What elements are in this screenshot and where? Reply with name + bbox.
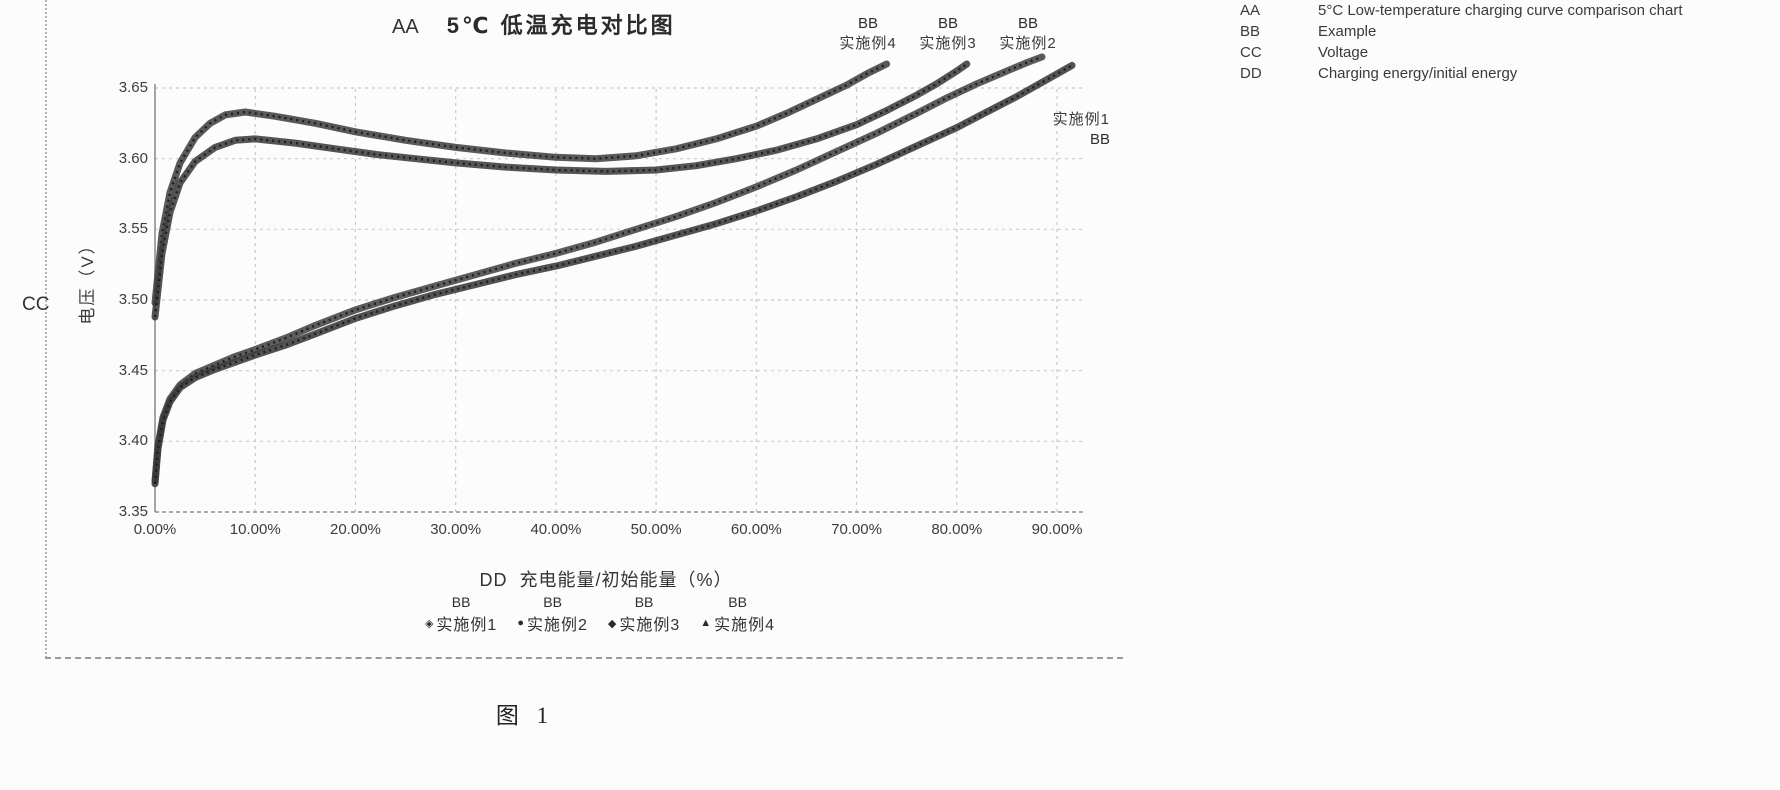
- x-tick-label: 20.00%: [330, 521, 381, 538]
- legend-item-实施例4: BB ▲ 实施例4: [700, 594, 775, 635]
- series-curve-实施例3: [151, 60, 971, 321]
- series-curve-实施例4: [151, 60, 891, 307]
- x-tick-label: 40.00%: [530, 521, 582, 538]
- legend-item-实施例1: BB ◈ 实施例1: [425, 594, 497, 635]
- curve-label-code: BB: [937, 15, 958, 32]
- y-tick-label: 3.55: [118, 220, 148, 238]
- key-row-cc: CC Voltage: [1240, 42, 1683, 63]
- legend-entry: ● 实施例2: [517, 611, 588, 635]
- key-row-bb: BB Example: [1240, 21, 1683, 42]
- legend-marker-icon: ◆: [607, 617, 617, 630]
- legend-marker-icon: ●: [517, 617, 524, 629]
- figure-frame-left-border: [45, 0, 47, 658]
- x-axis-title: DD 充电能量/初始能量（%）: [155, 566, 1057, 592]
- figure-frame-bottom-border: [45, 657, 1123, 659]
- legend-item-code: BB: [728, 594, 747, 610]
- legend-series-name: 实施例4: [714, 617, 776, 634]
- legend-item-实施例2: BB ● 实施例2: [517, 594, 588, 635]
- y-tick-label: 3.50: [118, 291, 148, 308]
- legend-series-name: 实施例3: [619, 617, 681, 634]
- x-tick-label: 90.00%: [1031, 521, 1083, 538]
- legend-item-实施例3: BB ◆ 实施例3: [608, 594, 680, 635]
- key-code-cc: CC: [1240, 44, 1262, 61]
- series-curve-texture: [153, 62, 888, 303]
- chart-title-code: AA: [392, 16, 419, 38]
- curve-label-name: 实施例3: [919, 35, 977, 53]
- curve-label-name: 实施例2: [999, 35, 1057, 53]
- legend-entry: ◈ 实施例1: [425, 611, 497, 635]
- chart-title: AA 5℃ 低温充电对比图: [392, 8, 676, 40]
- legend-item-code: BB: [543, 594, 562, 610]
- translation-key-table: AA 5°C Low-temperature charging curve co…: [1240, 0, 1683, 84]
- curve-label-实施例3: BB 实施例3: [908, 14, 988, 55]
- chart-legend: BB ◈ 实施例1 BB ● 实施例2 BB ◆ 实施例3 BB ▲ 实施例4: [360, 594, 840, 635]
- x-tick-label: 70.00%: [831, 521, 882, 538]
- x-tick-label: 80.00%: [931, 521, 983, 538]
- x-tick-label: 30.00%: [430, 521, 482, 538]
- key-text-dd: Charging energy/initial energy: [1318, 65, 1518, 82]
- legend-series-name: 实施例2: [526, 617, 588, 634]
- y-tick-label: 3.45: [118, 361, 148, 379]
- key-row-aa: AA 5°C Low-temperature charging curve co…: [1240, 0, 1683, 21]
- key-code-bb: BB: [1240, 23, 1261, 40]
- y-tick-label: 3.60: [118, 149, 148, 167]
- key-code-aa: AA: [1240, 2, 1261, 19]
- curve-label-code: BB: [1017, 15, 1038, 32]
- series-curve-texture: [153, 63, 968, 318]
- key-row-dd: DD Charging energy/initial energy: [1240, 63, 1683, 84]
- legend-entry: ▲ 实施例4: [700, 611, 775, 635]
- legend-item-code: BB: [634, 594, 654, 610]
- series-curve-texture: [153, 55, 1043, 482]
- curve-label-code: BB: [1089, 131, 1110, 149]
- y-tick-label: 3.40: [118, 432, 148, 450]
- series-curve-实施例1: [151, 61, 1076, 488]
- curve-label-name: 实施例4: [839, 35, 897, 53]
- y-tick-label: 3.65: [118, 79, 148, 96]
- legend-entry: ◆ 实施例3: [608, 611, 680, 635]
- chart-canvas: [151, 53, 1085, 513]
- curve-label-name: 实施例1: [1052, 111, 1110, 128]
- x-axis-label: 充电能量/初始能量（%）: [519, 570, 733, 590]
- x-tick-label: 50.00%: [630, 521, 682, 538]
- y-tick-label: 3.35: [118, 503, 148, 520]
- legend-marker-icon: ▲: [700, 617, 712, 629]
- key-text-aa: 5°C Low-temperature charging curve compa…: [1318, 2, 1683, 19]
- x-tick-label: 60.00%: [730, 521, 782, 538]
- key-text-bb: Example: [1318, 23, 1377, 40]
- x-tick-label: 0.00%: [133, 521, 177, 538]
- legend-series-name: 实施例1: [436, 617, 498, 634]
- x-axis-code: DD: [479, 570, 508, 590]
- curve-label-实施例2: BB 实施例2: [988, 14, 1068, 55]
- legend-item-code: BB: [451, 594, 471, 610]
- key-text-cc: Voltage: [1318, 44, 1369, 61]
- key-code-dd: DD: [1240, 65, 1262, 82]
- curve-label-实施例4: BB 实施例4: [828, 14, 908, 55]
- curve-label-code: BB: [857, 15, 878, 32]
- figure-caption: 图 1: [495, 703, 555, 728]
- y-axis-code: CC: [22, 294, 50, 315]
- chart-plot-area: 0.00% 10.00% 20.00% 30.00% 40.00% 50.00% 60.00…: [118, 14, 1110, 538]
- curve-label-实施例1: 实施例1 BB: [1030, 110, 1110, 151]
- x-tick-label: 10.00%: [229, 521, 281, 538]
- series-curve-texture: [153, 64, 1073, 484]
- chart-title-text: 5℃ 低温充电对比图: [446, 13, 676, 38]
- legend-marker-icon: ◈: [424, 617, 434, 630]
